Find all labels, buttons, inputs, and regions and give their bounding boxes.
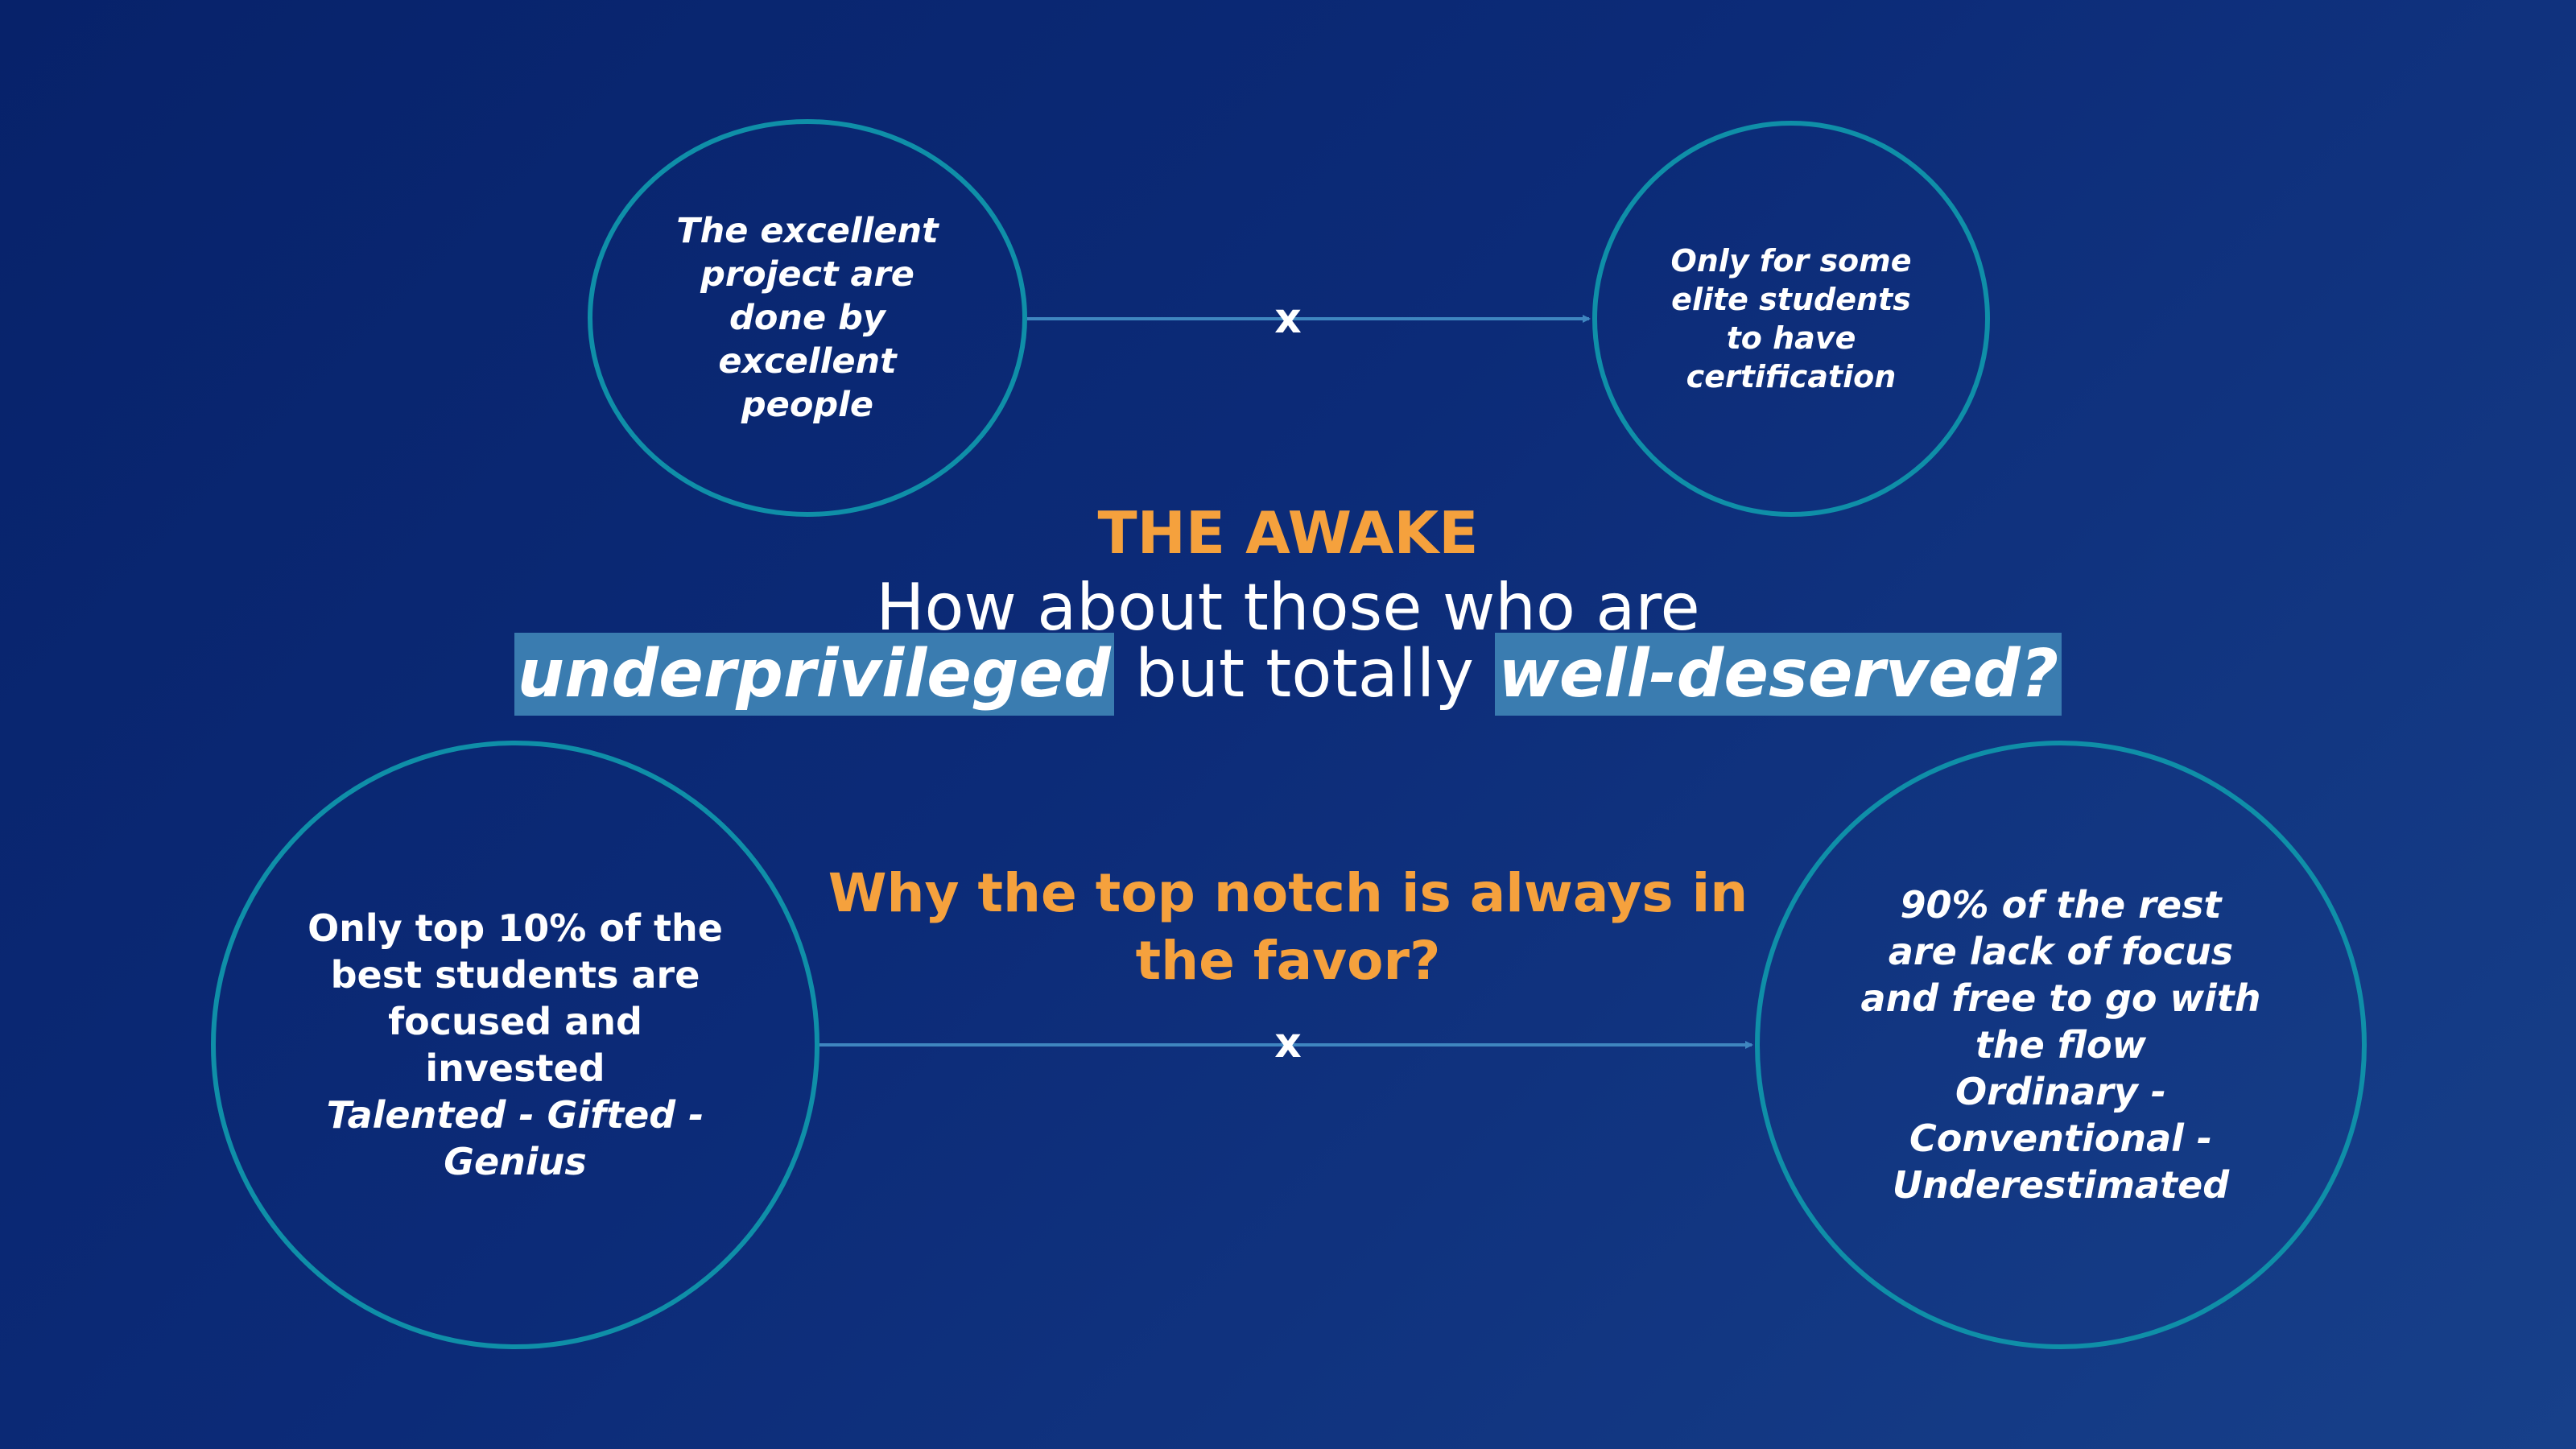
text-line: certification (1686, 359, 1897, 394)
text-line: The excellent (676, 211, 939, 251)
bottom-right-circle: 90% of the rest are lack of focus and fr… (1755, 741, 2367, 1349)
text-line: Conventional - (1909, 1117, 2213, 1160)
text-line: invested (425, 1046, 605, 1090)
text-line: Underestimated (1892, 1163, 2230, 1207)
text-line: are lack of focus (1888, 930, 2234, 973)
text-line-italic: Genius (444, 1140, 587, 1183)
top-right-circle-text: Only for some elite students to have cer… (1654, 242, 1928, 396)
text-line: the flow (1975, 1023, 2147, 1067)
text-line: focused and (388, 1000, 642, 1043)
text-line: elite students (1671, 282, 1911, 317)
bottom-left-circle: Only top 10% of the best students are fo… (211, 741, 819, 1349)
text-line: done by (729, 298, 886, 338)
bottom-left-circle-text: Only top 10% of the best students are fo… (306, 905, 724, 1185)
text-line: to have (1726, 320, 1856, 356)
text-line: Only for some (1670, 243, 1912, 279)
text-line: Only top 10% of the (308, 906, 723, 950)
question-line-2: underprivileged but totally well-deserve… (0, 633, 2576, 716)
bottom-right-circle-text: 90% of the rest are lack of focus and fr… (1852, 881, 2270, 1208)
text-line-italic: Talented - Gifted - (326, 1093, 704, 1137)
text-line: people (741, 385, 874, 425)
question-line-1: How about those who are (876, 570, 1700, 645)
why-question: Why the top notch is always in the favor… (828, 862, 1748, 992)
top-connector-label: x (1274, 295, 1302, 343)
question-middle-text: but totally (1134, 636, 1474, 712)
text-line: project are (700, 254, 914, 295)
highlight-well-deserved: well-deserved? (1495, 633, 2062, 716)
text-line: 90% of the rest (1900, 883, 2222, 927)
top-left-circle-text: The excellent project are done by excell… (663, 209, 952, 427)
bottom-connector-label: x (1274, 1019, 1302, 1067)
text-line: best students are (330, 953, 700, 997)
text-line: Ordinary - (1955, 1070, 2167, 1113)
slide-title: THE AWAKE (1097, 499, 1479, 567)
text-line: excellent (718, 341, 897, 382)
top-left-circle: The excellent project are done by excell… (588, 119, 1027, 517)
top-right-circle: Only for some elite students to have cer… (1592, 121, 1990, 517)
highlight-underprivileged: underprivileged (514, 633, 1114, 716)
text-line: and free to go with (1860, 976, 2261, 1020)
